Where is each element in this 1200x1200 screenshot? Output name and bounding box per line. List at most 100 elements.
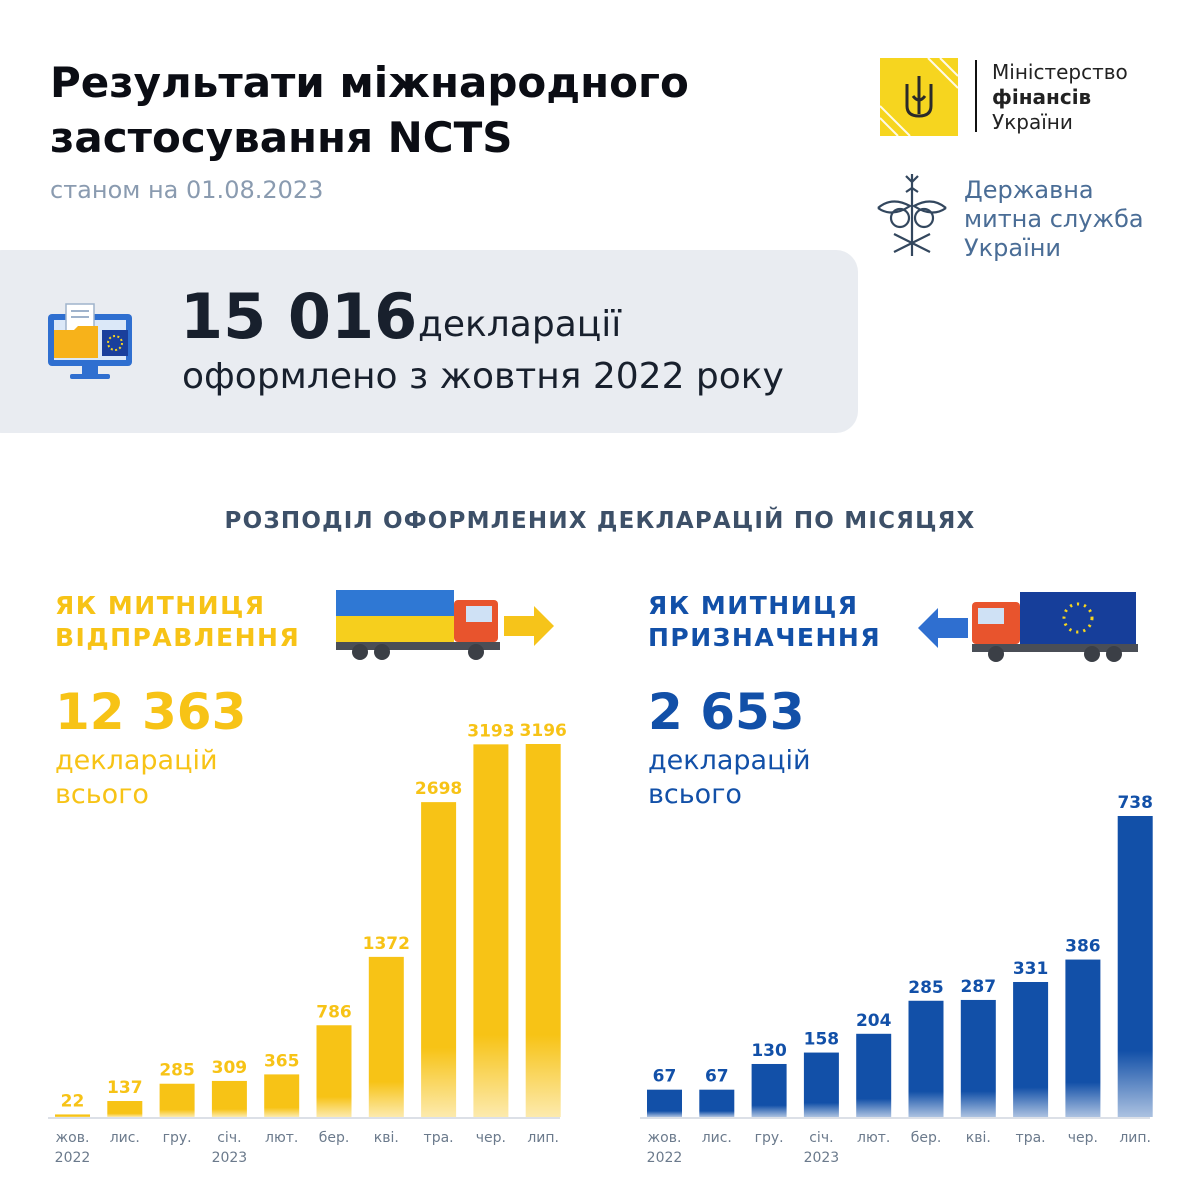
departure-month-tick-label: лип.: [527, 1130, 559, 1146]
customs-service-logo: Державна митна служба України: [872, 168, 1172, 268]
destination-month-tick-label: кві.: [966, 1130, 991, 1146]
departure-bar: [159, 1083, 195, 1117]
destination-total-label: декларацій всього: [648, 744, 811, 812]
departure-bar-value-label: 1372: [363, 934, 410, 954]
destination-year-tick-label: 2023: [804, 1150, 840, 1166]
departure-year-tick-label: 2023: [212, 1150, 248, 1166]
departure-year-tick-label: 2022: [55, 1150, 91, 1166]
destination-month-tick-label: гру.: [755, 1130, 784, 1146]
page-title: Результати міжнародного застосування NCT…: [50, 58, 689, 162]
destination-bar-value-label: 386: [1065, 937, 1101, 957]
section-title: РОЗПОДІЛ ОФОРМЛЕНИХ ДЕКЛАРАЦІЙ ПО МІСЯЦЯ…: [224, 508, 976, 534]
destination-title-line-1: ЯК МИТНИЦЯ: [648, 591, 859, 620]
departure-bar: [107, 1101, 143, 1117]
departure-bar-value-label: 3196: [520, 721, 567, 741]
customs-name: Державна митна служба України: [964, 176, 1144, 263]
departure-bar: [211, 1080, 247, 1117]
destination-bar-value-label: 287: [961, 977, 997, 997]
ministry-line-1: Міністерство: [992, 60, 1128, 84]
destination-bar-value-label: 738: [1117, 793, 1153, 813]
departure-month-tick-label: бер.: [319, 1130, 350, 1146]
destination-total-number: 2 653: [648, 683, 805, 741]
destination-bar-value-label: 67: [705, 1067, 729, 1087]
destination-bar-value-label: 67: [653, 1067, 677, 1087]
departure-bar: [264, 1074, 300, 1117]
total-declarations-unit: декларації: [418, 304, 622, 345]
destination-title-line-2: ПРИЗНАЧЕННЯ: [648, 623, 882, 652]
departure-bar: [473, 744, 509, 1117]
destination-bar: [751, 1063, 787, 1117]
truck-ukraine-flag-icon: [336, 590, 554, 660]
departure-label-line-2: всього: [55, 779, 149, 810]
departure-bar: [368, 956, 404, 1117]
departure-month-tick-label: січ.: [217, 1130, 241, 1146]
ukraine-trident-emblem: [879, 57, 959, 137]
caduceus-emblem-icon: [877, 174, 947, 256]
departure-panel-title: ЯК МИТНИЦЯ ВІДПРАВЛЕННЯ: [55, 590, 300, 654]
destination-month-tick-label: лют.: [857, 1130, 890, 1146]
destination-month-tick-label: бер.: [911, 1130, 942, 1146]
destination-bar: [647, 1089, 682, 1117]
computer-folder-eu-icon: [48, 303, 132, 379]
departure-bar-value-label: 2698: [415, 779, 462, 799]
destination-bar: [908, 1000, 944, 1117]
date-subtitle: станом на 01.08.2023: [50, 176, 324, 204]
departure-bar: [421, 802, 457, 1117]
departure-total-number: 12 363: [55, 683, 247, 741]
departure-month-tick-label: тра.: [424, 1130, 454, 1146]
departure-bar: [55, 1114, 90, 1117]
departure-month-tick-label: чер.: [476, 1130, 506, 1146]
destination-month-tick-label: жов.: [648, 1130, 682, 1146]
ministry-line-3: України: [992, 110, 1073, 134]
destination-month-tick-label: тра.: [1016, 1130, 1046, 1146]
departure-bar-value-label: 3193: [467, 721, 514, 741]
destination-month-tick-label: чер.: [1068, 1130, 1098, 1146]
total-declarations-caption: оформлено з жовтня 2022 року: [182, 356, 784, 397]
destination-bar: [699, 1089, 735, 1117]
departure-title-line-1: ЯК МИТНИЦЯ: [55, 591, 266, 620]
ministry-line-2: фінансів: [992, 85, 1092, 109]
departure-bar: [525, 744, 561, 1117]
departure-month-tick-label: жов.: [56, 1130, 90, 1146]
destination-bar: [960, 999, 996, 1117]
destination-bar-value-label: 158: [804, 1030, 840, 1050]
departure-month-tick-label: кві.: [374, 1130, 399, 1146]
destination-bar: [856, 1033, 892, 1117]
destination-bar: [1117, 816, 1153, 1117]
destination-bar: [1065, 959, 1101, 1117]
customs-line-1: Державна: [964, 176, 1094, 204]
departure-bar-value-label: 137: [107, 1078, 143, 1098]
destination-label-line-1: декларацій: [648, 745, 811, 776]
ministry-name: Міністерство фінансів України: [992, 60, 1128, 135]
destination-bar: [1013, 981, 1049, 1117]
destination-bar-value-label: 285: [908, 978, 944, 998]
destination-month-tick-label: січ.: [809, 1130, 833, 1146]
logo-divider: [975, 60, 977, 132]
departure-bar-value-label: 365: [264, 1051, 300, 1071]
departure-bar-value-label: 786: [316, 1002, 352, 1022]
departure-month-tick-label: лис.: [110, 1130, 140, 1146]
truck-eu-flag-icon: [918, 592, 1138, 662]
departure-label-line-1: декларацій: [55, 745, 218, 776]
departure-bar-value-label: 285: [159, 1061, 195, 1081]
destination-month-tick-label: лис.: [702, 1130, 732, 1146]
departure-title-line-2: ВІДПРАВЛЕННЯ: [55, 623, 301, 652]
destination-panel-title: ЯК МИТНИЦЯ ПРИЗНАЧЕННЯ: [648, 590, 881, 654]
customs-line-2: митна служба: [964, 205, 1144, 233]
destination-year-tick-label: 2022: [647, 1150, 683, 1166]
destination-label-line-2: всього: [648, 779, 742, 810]
customs-line-3: України: [964, 234, 1062, 262]
departure-bar-value-label: 22: [61, 1091, 85, 1111]
destination-bar-value-label: 204: [856, 1011, 892, 1031]
destination-bar: [803, 1052, 839, 1117]
departure-bar-value-label: 309: [212, 1058, 248, 1078]
destination-month-tick-label: лип.: [1119, 1130, 1151, 1146]
destination-bar-value-label: 130: [751, 1041, 787, 1061]
total-banner: [0, 250, 858, 433]
departure-total-label: декларацій всього: [55, 744, 218, 812]
departure-bar: [316, 1025, 352, 1117]
departure-month-tick-label: лют.: [265, 1130, 298, 1146]
destination-bar-value-label: 331: [1013, 959, 1049, 979]
departure-month-tick-label: гру.: [163, 1130, 192, 1146]
